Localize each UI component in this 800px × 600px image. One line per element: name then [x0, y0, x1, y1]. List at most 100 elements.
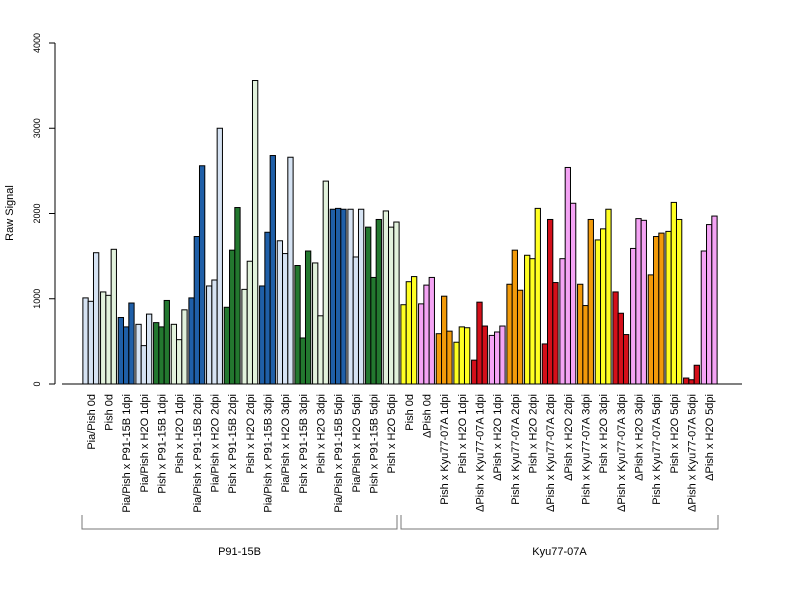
bar	[110, 248, 117, 385]
bar	[488, 334, 496, 385]
bar	[128, 302, 135, 385]
bar	[259, 285, 266, 385]
category-label: Pish x Kyu77-07A 1dpi	[439, 394, 451, 505]
bar	[92, 252, 100, 385]
bar	[476, 301, 483, 385]
bar	[117, 317, 125, 385]
bar	[340, 208, 347, 385]
bar	[246, 260, 253, 385]
bar	[569, 202, 577, 385]
bar	[153, 322, 160, 385]
bar	[82, 297, 89, 385]
bar	[287, 156, 294, 385]
bar	[600, 228, 607, 385]
category-label: Pish x H2O 3dpi	[316, 394, 328, 473]
category-label: Pia/Pish x P91-15B 5dpi	[333, 394, 345, 513]
bar	[428, 276, 435, 385]
bar	[706, 224, 713, 385]
bar	[145, 313, 153, 385]
bar	[441, 295, 448, 385]
bar	[547, 218, 554, 385]
category-label: ΔPish x Kyu77-07A 3dpi	[616, 394, 628, 512]
category-label: ΔPish x H2O 2dpi	[563, 394, 575, 481]
bar	[269, 155, 276, 385]
bar	[552, 282, 559, 385]
bar	[216, 127, 223, 385]
bar	[352, 256, 359, 385]
category-label: Pia/Pish x H2O 3dpi	[280, 394, 292, 492]
bar	[675, 218, 683, 385]
bar	[400, 304, 407, 385]
bar	[453, 341, 460, 385]
bar	[163, 299, 170, 385]
category-label: Pish 0d	[104, 394, 116, 431]
y-axis-title: Raw Signal	[4, 185, 16, 241]
bar	[640, 219, 647, 385]
category-label: Pish x H2O 1dpi	[174, 394, 186, 473]
group-bracket	[81, 515, 398, 530]
bar	[711, 215, 718, 385]
bar	[435, 333, 443, 385]
bar	[135, 323, 142, 385]
bar	[206, 285, 213, 385]
bar	[282, 253, 289, 385]
bar	[329, 208, 337, 385]
bar	[647, 274, 655, 385]
bar	[635, 218, 642, 385]
bar	[181, 309, 188, 385]
bar	[524, 254, 531, 385]
category-label: Pish x Kyu77-07A 2dpi	[510, 394, 522, 505]
bar	[506, 283, 513, 385]
bar	[559, 258, 566, 385]
bar	[481, 325, 488, 385]
bar	[612, 291, 619, 385]
bar	[665, 230, 672, 385]
bar	[299, 337, 306, 385]
category-label: Pish x P91-15B 5dpi	[369, 394, 381, 494]
category-label: Pia/Pish x H2O 1dpi	[139, 394, 151, 492]
y-tick-label: 4000	[32, 33, 42, 53]
bar	[170, 323, 178, 385]
bar	[683, 377, 690, 385]
category-label: Pia/Pish x H2O 2dpi	[210, 394, 222, 492]
bar	[304, 250, 312, 385]
bar	[158, 326, 165, 385]
category-label: Pish x P91-15B 1dpi	[157, 394, 169, 494]
bar	[123, 326, 130, 385]
category-label: Pish x H2O 2dpi	[245, 394, 257, 473]
category-label: ΔPish x Kyu77-07A 5dpi	[687, 394, 699, 512]
category-label: Pish x Kyu77-07A 5dpi	[651, 394, 663, 505]
bar	[418, 303, 425, 385]
bar	[630, 247, 637, 385]
bar	[382, 210, 390, 385]
y-axis: 0 1000 2000 3000 4000	[32, 33, 56, 387]
bar	[670, 201, 677, 385]
y-tick-label: 2000	[32, 203, 42, 223]
bar	[693, 364, 700, 385]
bar	[393, 221, 400, 385]
bar	[234, 207, 241, 385]
bar	[105, 294, 112, 385]
bar	[100, 291, 107, 385]
bar	[335, 207, 342, 385]
bar	[658, 232, 665, 385]
bar	[347, 208, 354, 385]
bar	[577, 283, 584, 385]
bars	[82, 80, 718, 385]
category-label: Pish x H2O 3dpi	[598, 394, 610, 473]
bar	[357, 208, 365, 385]
bar	[176, 339, 183, 385]
category-label: Pish x Kyu77-07A 3dpi	[581, 394, 593, 505]
bar	[410, 276, 418, 385]
bar	[188, 297, 195, 385]
bar	[594, 239, 602, 385]
bar	[241, 288, 248, 385]
category-label: ΔPish x H2O 3dpi	[634, 394, 646, 481]
bar	[587, 218, 594, 385]
bar	[423, 284, 430, 385]
bar	[700, 250, 708, 385]
bar	[446, 330, 453, 385]
y-tick-label: 1000	[32, 289, 42, 309]
category-label: Pish x H2O 5dpi	[386, 394, 398, 473]
